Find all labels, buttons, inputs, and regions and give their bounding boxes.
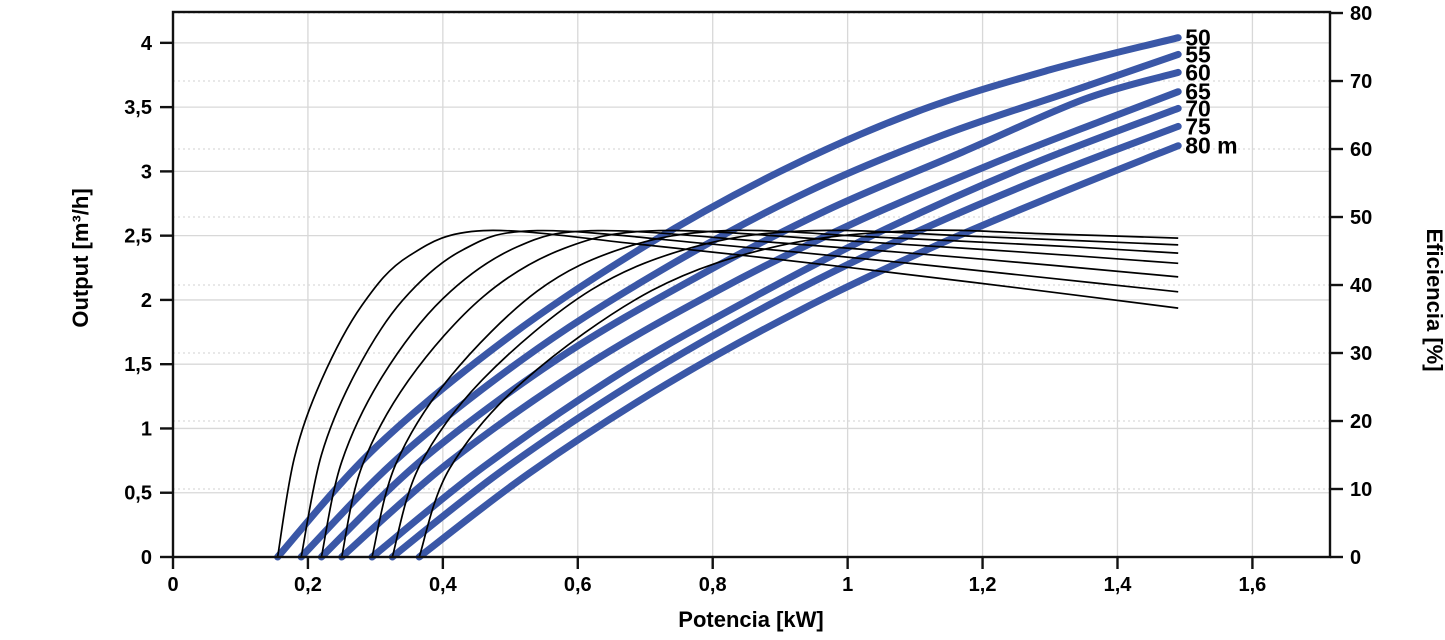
left-tick-label: 0,5 [124,483,152,505]
x-tick-label: 0,4 [429,574,458,596]
curve-label-60: 60 [1185,59,1211,85]
curve-label-55: 55 [1185,41,1211,67]
flow-curve-70 [368,104,1182,561]
curve-label-50: 50 [1185,25,1211,51]
left-tick-label: 2,5 [124,226,152,248]
efficiency-curve-50 [276,229,1179,558]
efficiency-curve-65 [340,229,1179,558]
right-tick-label: 30 [1350,343,1372,365]
x-tick-label: 1 [842,574,853,596]
curve-label-80: 80 m [1185,133,1237,159]
x-tick-label: 0,2 [294,574,322,596]
left-tick-label: 1 [141,418,152,440]
left-axis-title: Output [m³/h] [68,188,93,327]
tick-marks [160,11,1343,569]
flow-curve-60 [317,68,1182,561]
efficiency-curve-60 [320,229,1179,558]
x-tick-label: 0,6 [564,574,592,596]
flow-curve-65 [338,88,1182,561]
efficiency-curve-75 [391,229,1179,558]
left-tick-label: 1,5 [124,354,152,376]
flow-curve-80 [415,142,1182,561]
right-tick-label: 10 [1350,479,1372,501]
curve-label-70: 70 [1185,95,1211,121]
x-tick-label: 1,4 [1104,574,1133,596]
right-tick-label: 80 [1350,3,1372,25]
flow-curves [274,34,1182,561]
efficiency-curves [276,229,1179,558]
left-tick-label: 3,5 [124,97,152,119]
x-tick-label: 0 [167,574,178,596]
right-tick-label: 60 [1350,139,1372,161]
right-tick-label: 20 [1350,411,1372,433]
x-axis-title: Potencia [kW] [678,607,823,632]
right-tick-label: 0 [1350,547,1361,569]
tick-labels: 0 0,2 0,4 0,6 0,8 1 1,2 1,4 1,6 0 0,5 1 1,5 2 2,5 3 3,5 4… [124,3,1372,596]
curve-label-75: 75 [1185,113,1211,139]
efficiency-curve-70 [371,229,1179,558]
flow-curve-75 [388,122,1182,561]
right-tick-label: 50 [1350,207,1372,229]
x-tick-label: 1,6 [1239,574,1267,596]
right-axis-title: Eficiencia [%] [1422,228,1445,371]
left-tick-label: 3 [141,161,152,183]
x-tick-label: 0,8 [699,574,727,596]
right-tick-label: 40 [1350,275,1372,297]
efficiency-curve-80 [418,229,1179,558]
x-tick-label: 1,2 [969,574,997,596]
left-tick-label: 0 [141,547,152,569]
curve-label-65: 65 [1185,79,1211,105]
flow-curve-50 [274,34,1182,561]
left-tick-label: 4 [141,33,153,55]
left-tick-label: 2 [141,290,152,312]
efficiency-curve-55 [300,229,1179,558]
right-tick-label: 70 [1350,71,1372,93]
